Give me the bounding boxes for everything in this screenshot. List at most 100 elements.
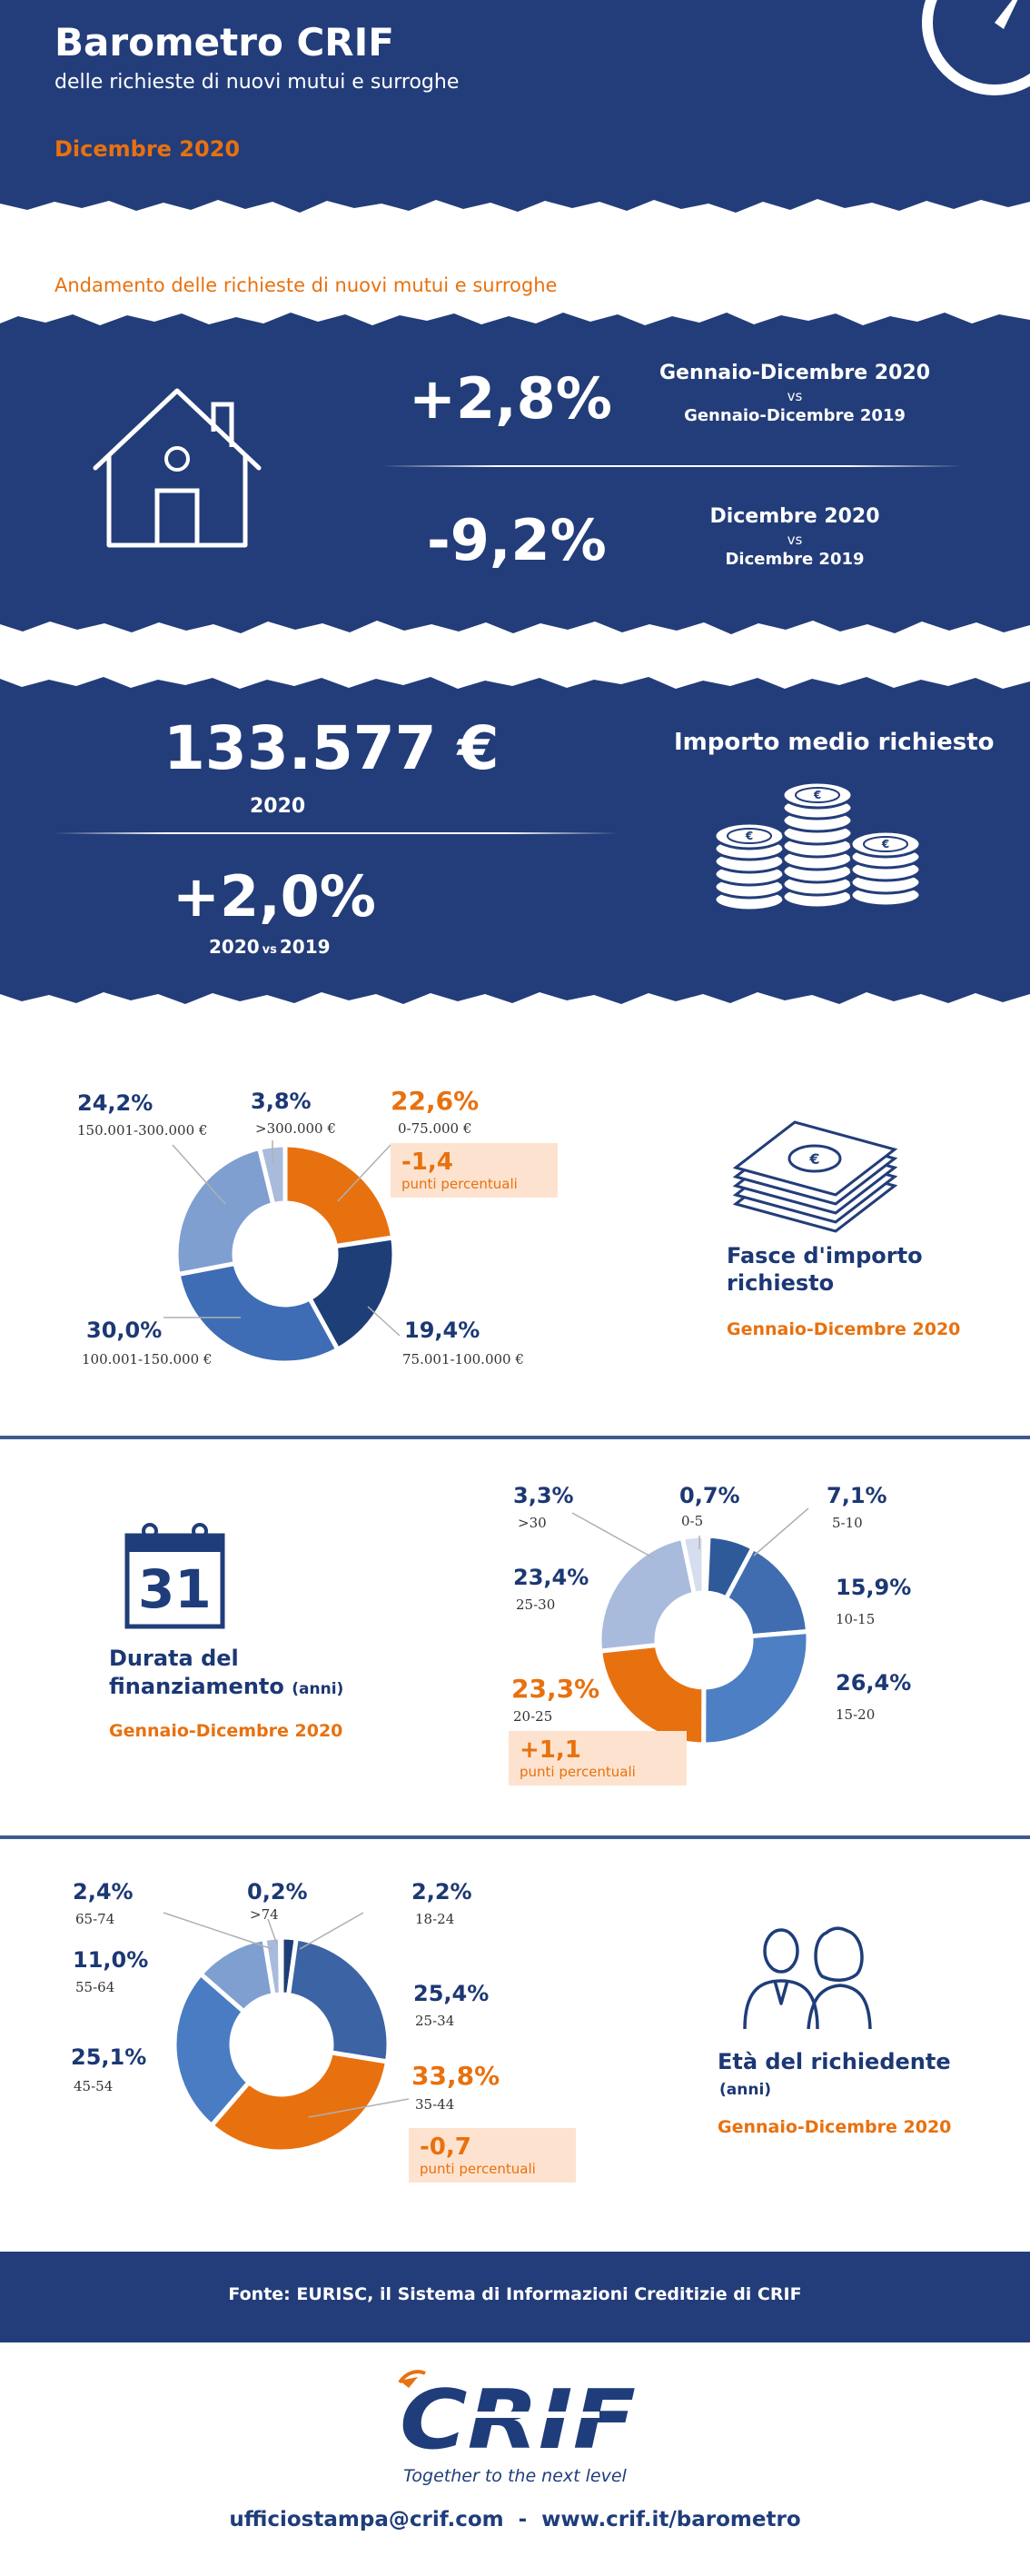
trend-value-month: -9,2% [427,507,607,573]
svg-text:€: € [881,838,889,850]
donut-chart-durata [597,1533,811,1747]
durata-label-pct-4: 23,3% [511,1674,600,1704]
fasce-label-cat-3: 150.001-300.000 € [77,1122,208,1139]
durata-delta-label: punti percentuali [520,1764,636,1780]
importo-torn-bottom [0,985,1030,1004]
eta-title: Età del richiedente [718,2049,951,2074]
durata-title-unit: (anni) [292,1680,344,1698]
durata-label-cat-5: 25-30 [516,1596,556,1613]
eta-slice-2 [208,2049,391,2153]
applicants-icon [743,1926,872,2030]
source-text: Fonte: EURISC, il Sistema di Informazion… [228,2284,802,2304]
fasce-slice-2 [175,1260,342,1366]
fasce-title-line1: Fasce d'importo [727,1243,923,1268]
durata-label-cat-2: 10-15 [836,1611,876,1627]
importo-amount: 133.577 € [163,713,500,783]
eta-label-pct-0: 2,2% [411,1879,472,1905]
trend-period-annual-a: Gennaio-Dicembre 2020 [659,362,931,384]
svg-text:€: € [745,830,753,842]
trend-period-annual-b: Gennaio-Dicembre 2019 [684,406,906,425]
eta-slice-6 [277,1935,284,1997]
eta-leader-lines [163,1912,410,2118]
durata-leader-lines [571,1507,809,1559]
trend-period-month-vs: vs [787,532,803,548]
importo-divider [54,832,618,834]
section-divider-2 [0,1835,1030,1839]
fasce-label-pct-1: 19,4% [404,1318,480,1343]
durata-delta-value: +1,1 [520,1736,581,1764]
durata-slice-6 [679,1533,707,1597]
trend-period-month-b: Dicembre 2019 [725,550,865,569]
fasce-label-cat-1: 75.001-100.000 € [402,1351,524,1368]
eta-label-pct-4: 11,0% [73,1947,149,1973]
report-date: Dicembre 2020 [54,136,241,162]
durata-label-pct-3: 26,4% [836,1670,912,1696]
durata-title-line2: finanziamento [109,1674,284,1699]
eta-label-pct-6: 0,2% [247,1879,308,1905]
fasce-slice-3 [173,1145,276,1278]
fasce-label-pct-0: 22,6% [391,1086,480,1116]
importo-label: Importo medio richiesto [674,729,995,756]
durata-title: Durata del finanziamento (anni) [109,1645,343,1704]
durata-label-cat-0: 0-5 [681,1513,704,1529]
durata-slice-3 [701,1628,811,1747]
fasce-delta-box: -1,4 punti percentuali [391,1143,558,1198]
calendar-icon [124,1523,225,1629]
banknotes-icon: € [732,1120,898,1233]
eta-delta-value: -0,7 [420,2133,471,2161]
crif-logo: CRIF [398,2370,636,2468]
importo-torn-top [0,677,1030,696]
trend-period-annual: Gennaio-Dicembre 2020 vs Gennaio-Dicembr… [654,362,936,425]
page-subtitle: delle richieste di nuovi mutui e surrogh… [54,71,460,94]
durata-label-pct-6: 3,3% [513,1483,574,1508]
fasce-delta-value: -1,4 [401,1149,453,1176]
trend-heading: Andamento delle richieste di nuovi mutui… [54,274,558,296]
eta-label-cat-4: 55-64 [75,1979,115,1995]
eta-label-cat-1: 25-34 [415,2013,455,2029]
trend-divider [381,465,963,467]
crif-tagline: Together to the next level [403,2466,627,2486]
eta-label-cat-5: 65-74 [75,1911,115,1927]
fasce-title-line2: richiesto [727,1270,835,1296]
durata-label-pct-5: 23,4% [513,1565,589,1590]
eta-delta-label: punti percentuali [420,2161,536,2177]
fasce-period: Gennaio-Dicembre 2020 [727,1319,961,1339]
fasce-title: Fasce d'importo richiesto [727,1242,923,1297]
donut-chart-fasce [173,1142,397,1366]
fasce-label-pct-4: 3,8% [251,1089,312,1114]
fasce-label-cat-2: 100.001-150.000 € [82,1351,213,1368]
eta-label-pct-5: 2,4% [73,1879,134,1905]
fasce-label-cat-4: >300.000 € [255,1120,336,1137]
fasce-label-cat-0: 0-75.000 € [398,1120,472,1137]
eta-label-pct-3: 25,1% [71,2044,147,2070]
fasce-slice-0 [282,1142,396,1249]
durata-label-cat-4: 20-25 [513,1708,553,1725]
durata-slice-5 [597,1535,698,1654]
durata-title-line1: Durata del [109,1646,239,1671]
importo-year: 2020 [250,795,306,818]
svg-text:€: € [813,789,821,801]
durata-label-pct-2: 15,9% [836,1575,912,1600]
eta-delta-box: -0,7 punti percentuali [409,2128,576,2183]
durata-period: Gennaio-Dicembre 2020 [109,1721,343,1741]
eta-label-cat-6: >74 [250,1906,279,1923]
source-band [0,2252,1030,2342]
page-title: Barometro CRIF [54,20,394,65]
trend-period-annual-vs: vs [787,388,803,404]
eta-label-cat-0: 18-24 [415,1911,455,1927]
eta-label-cat-3: 45-54 [74,2078,114,2094]
fasce-slice-1 [306,1235,397,1353]
eta-unit: (anni) [719,2081,772,2099]
importo-change-label: 2020 vs 2019 [209,936,331,958]
fasce-label-pct-2: 30,0% [86,1318,163,1343]
trend-band [0,331,1030,616]
importo-change-label-vs: vs [262,943,277,957]
donut-chart-eta [173,1935,391,2153]
trend-torn-top [0,313,1030,333]
trend-period-month-a: Dicembre 2020 [709,505,880,528]
fasce-leader-lines [163,1140,401,1337]
svg-text:CRIF: CRIF [400,2372,636,2468]
trend-period-month: Dicembre 2020 vs Dicembre 2019 [654,505,936,569]
contacts-link[interactable]: ufficiostampa@crif.com - www.crif.it/bar… [229,2508,801,2531]
header-torn-edge [0,193,1030,213]
